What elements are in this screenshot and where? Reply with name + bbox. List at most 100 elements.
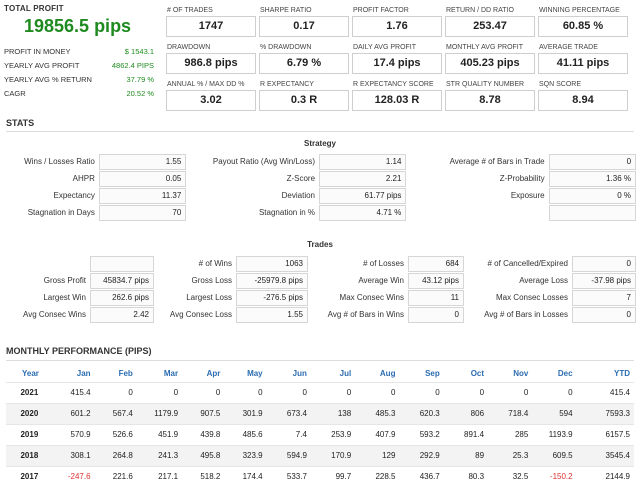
month-value-cell: 3545.4 bbox=[576, 444, 634, 466]
month-value-cell: 0 bbox=[488, 381, 533, 403]
month-value-cell: 495.8 bbox=[182, 444, 225, 466]
month-value-cell: 0 bbox=[355, 381, 400, 403]
metric-value: 3.02 bbox=[166, 90, 256, 111]
month-value-cell: 570.9 bbox=[52, 423, 95, 445]
summary-row-label: YEARLY AVG % RETURN bbox=[4, 75, 92, 84]
stat-label: Z-Probability bbox=[499, 174, 545, 183]
stat-value: 0.05 bbox=[98, 170, 187, 187]
trade-stat-value: -37.98 pips bbox=[572, 272, 636, 289]
trade-stat-value: 1.55 bbox=[236, 306, 308, 323]
trade-stat-label: Average Loss bbox=[519, 276, 568, 285]
metric-label: DRAWDOWN bbox=[167, 44, 211, 51]
month-value-cell: 806 bbox=[443, 402, 489, 424]
month-value-cell: 673.4 bbox=[266, 402, 311, 424]
month-value-cell: 407.9 bbox=[355, 423, 400, 445]
month-value-cell: 241.3 bbox=[136, 444, 183, 466]
metric-value: 253.47 bbox=[445, 16, 535, 37]
month-header: Oct bbox=[443, 365, 489, 382]
month-value-cell: 6157.5 bbox=[576, 423, 634, 445]
month-value-cell: 415.4 bbox=[576, 381, 634, 403]
metric-label: MONTHLY AVG PROFIT bbox=[446, 44, 524, 51]
month-header: Mar bbox=[136, 365, 183, 382]
strategy-title: Strategy bbox=[303, 139, 336, 148]
metric-card: PROFIT FACTOR 1.76 bbox=[352, 6, 442, 40]
stat-label: Stagnation in Days bbox=[27, 208, 95, 217]
metric-label: PROFIT FACTOR bbox=[353, 7, 409, 14]
month-value-cell: 601.2 bbox=[52, 402, 95, 424]
stat-value: 0 bbox=[548, 153, 637, 170]
trade-stat-label: Avg # of Bars in Wins bbox=[327, 310, 404, 319]
month-value-cell: 25.3 bbox=[488, 444, 533, 466]
trade-stat-value: -276.5 pips bbox=[236, 289, 308, 306]
summary-row: PROFIT IN MONEY $ 1543.1 bbox=[4, 45, 154, 59]
month-value-cell: 0 bbox=[532, 381, 577, 403]
trade-stat-label: Average Win bbox=[358, 276, 404, 285]
metric-card: STR QUALITY NUMBER 8.78 bbox=[445, 80, 535, 114]
stat-label: Expectancy bbox=[53, 191, 95, 200]
trade-stat-label: # of Wins bbox=[198, 259, 232, 268]
metric-label: AVERAGE TRADE bbox=[539, 44, 598, 51]
trade-stat-value: 2.42 bbox=[90, 306, 154, 323]
month-value-cell: 594.9 bbox=[266, 444, 311, 466]
metric-value: 128.03 R bbox=[352, 90, 442, 111]
trade-stat-label: Largest Loss bbox=[186, 293, 232, 302]
table-row: 2020 601.2 567.4 1179.9 907.5 301.9 673.4 138 48… bbox=[6, 402, 634, 424]
trade-stat-label: # of Losses bbox=[363, 259, 404, 268]
summary-row-label: PROFIT IN MONEY bbox=[4, 47, 71, 56]
metric-card: SHARPE RATIO 0.17 bbox=[259, 6, 349, 40]
metric-value: 60.85 % bbox=[538, 16, 628, 37]
month-header: Jul bbox=[310, 365, 356, 382]
trade-stat-label: Avg Consec Loss bbox=[169, 310, 232, 319]
metric-card: DRAWDOWN 986.8 pips bbox=[166, 43, 256, 77]
month-value-cell: 593.2 bbox=[399, 423, 444, 445]
strategy-row: AHPR 0.05 Z-Score 2.21 Z-Probability 1.36 % bbox=[4, 170, 637, 187]
summary-row: CAGR 20.52 % bbox=[4, 87, 154, 101]
stat-label: Payout Ratio (Avg Win/Loss) bbox=[212, 157, 316, 166]
metric-value: 8.94 bbox=[538, 90, 628, 111]
metric-value: 986.8 pips bbox=[166, 53, 256, 74]
stats-divider bbox=[6, 131, 634, 132]
month-value-cell: 518.2 bbox=[182, 465, 225, 480]
year-cell: 2021 bbox=[6, 381, 53, 403]
month-value-cell: 285 bbox=[488, 423, 533, 445]
month-value-cell: 292.9 bbox=[399, 444, 444, 466]
stat-value: 70 bbox=[98, 204, 187, 221]
month-value-cell: 533.7 bbox=[266, 465, 311, 480]
month-value-cell: 32.5 bbox=[488, 465, 533, 480]
month-header: Jan bbox=[52, 365, 95, 382]
strategy-row: Wins / Losses Ratio 1.55 Payout Ratio (Avg… bbox=[4, 153, 637, 170]
table-row: 2019 570.9 526.6 451.9 439.8 485.6 7.4 253.9 407… bbox=[6, 423, 634, 445]
stat-label: Deviation bbox=[281, 191, 316, 200]
trade-stat-value: 7 bbox=[572, 289, 636, 306]
trades-title: Trades bbox=[307, 240, 333, 249]
month-value-cell: 485.6 bbox=[224, 423, 267, 445]
stat-value: 1.14 bbox=[319, 153, 407, 170]
stat-value bbox=[548, 204, 637, 221]
metric-card: AVERAGE TRADE 41.11 pips bbox=[538, 43, 628, 77]
month-value-cell: 253.9 bbox=[310, 423, 356, 445]
metric-value: 8.78 bbox=[445, 90, 535, 111]
trade-stat-label: Avg Consec Wins bbox=[23, 310, 86, 319]
month-header: YTD bbox=[576, 365, 634, 382]
metric-value: 1.76 bbox=[352, 16, 442, 37]
trades-row: Gross Profit 45834.7 pips Gross Loss -25979… bbox=[4, 272, 636, 289]
month-value-cell: -150.2 bbox=[532, 465, 577, 480]
monthly-header-row: Year Jan Feb Mar Apr May Jun Jul Aug Sep Oct Nov Dec… bbox=[6, 365, 634, 382]
stat-value: 11.37 bbox=[98, 187, 187, 204]
stat-label: Average # of Bars in Trade bbox=[449, 157, 545, 166]
month-header: Jun bbox=[266, 365, 311, 382]
month-value-cell: 80.3 bbox=[443, 465, 489, 480]
summary-row-label: YEARLY AVG PROFIT bbox=[4, 61, 80, 70]
stat-value: 0 % bbox=[548, 187, 637, 204]
summary-row-value: $ 1543.1 bbox=[124, 47, 154, 56]
month-value-cell: 907.5 bbox=[182, 402, 225, 424]
trade-stat-value bbox=[90, 255, 154, 272]
metric-card: # OF TRADES 1747 bbox=[166, 6, 256, 40]
metric-label: R EXPECTANCY SCORE bbox=[353, 81, 434, 88]
metric-label: SQN SCORE bbox=[539, 81, 582, 88]
month-value-cell: 415.4 bbox=[52, 381, 95, 403]
summary-row: YEARLY AVG PROFIT 4862.4 PIPS bbox=[4, 59, 154, 73]
month-value-cell: 436.7 bbox=[399, 465, 444, 480]
trade-stat-value: -25979.8 pips bbox=[236, 272, 308, 289]
strategy-grid: Wins / Losses Ratio 1.55 Payout Ratio (Avg… bbox=[4, 153, 637, 221]
